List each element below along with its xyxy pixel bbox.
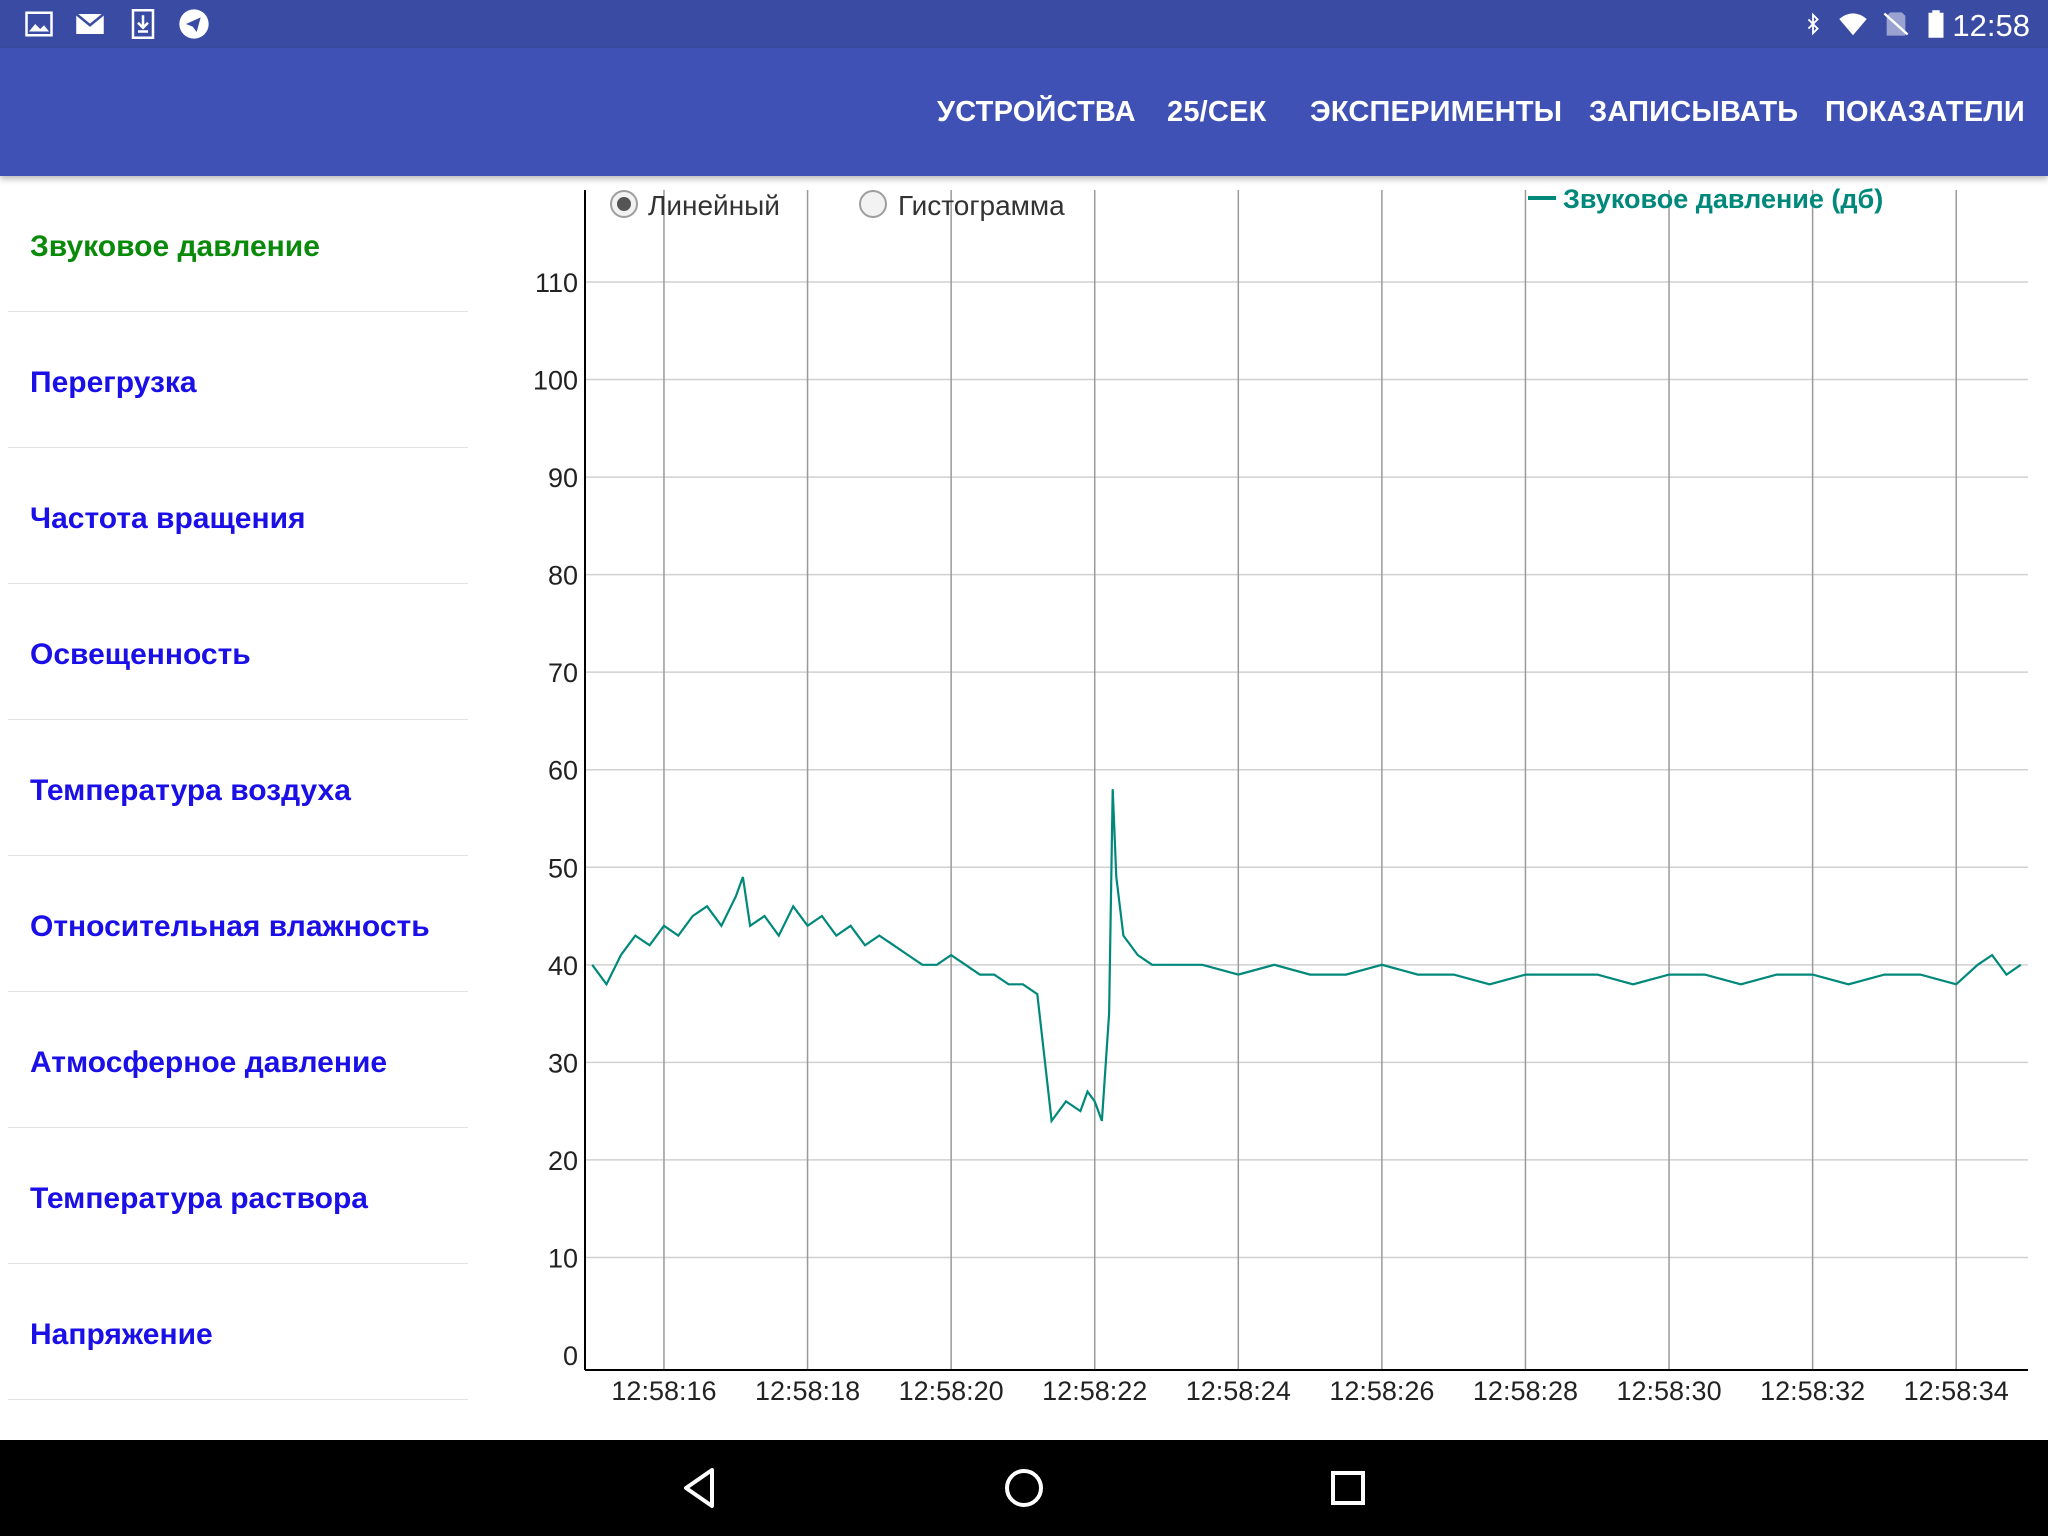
sidebar-item-label: Частота вращения (30, 502, 306, 535)
x-tick-label: 12:58:34 (1904, 1376, 2009, 1406)
sensor-list: Звуковое давление Перегрузка Частота вра… (8, 176, 468, 1400)
radio-histogram-control[interactable] (859, 190, 887, 218)
radio-linear[interactable]: Линейный (610, 190, 780, 221)
y-tick-label: 110 (535, 268, 578, 298)
sidebar-item-relative-humidity[interactable]: Относительная влажность (8, 856, 468, 992)
chart-legend: Звуковое давление (дб) (1528, 184, 1883, 214)
sidebar-item-label: Освещенность (30, 638, 251, 671)
sidebar-item-label: Температура воздуха (30, 774, 351, 807)
y-tick-label: 40 (548, 951, 578, 981)
bluetooth-icon (1807, 12, 1819, 36)
radio-linear-label: Линейный (648, 190, 780, 221)
legend-label: Звуковое давление (дб) (1563, 184, 1883, 214)
battery-icon (1928, 10, 1944, 38)
y-tick-label: 30 (548, 1048, 578, 1078)
y-tick-label: 100 (533, 366, 578, 396)
sidebar-item-sound-pressure[interactable]: Звуковое давление (8, 176, 468, 312)
back-button[interactable] (670, 1458, 730, 1518)
download-icon (131, 9, 155, 39)
recents-button[interactable] (1318, 1458, 1378, 1518)
radio-histogram-label: Гистограмма (898, 190, 1065, 221)
sidebar-item-illuminance[interactable]: Освещенность (8, 584, 468, 720)
x-tick-label: 12:58:30 (1616, 1376, 1721, 1406)
x-tick-label: 12:58:24 (1186, 1376, 1291, 1406)
sidebar-item-label: Температура раствора (30, 1182, 368, 1215)
sidebar-item-label: Атмосферное давление (30, 1046, 388, 1079)
app-bar: УСТРОЙСТВА 25/СЕК ЭКСПЕРИМЕНТЫ ЗАПИСЫВАТ… (0, 48, 2048, 176)
y-tick-labels: 0 10 20 30 40 50 60 70 80 90 100 110 (533, 268, 578, 1371)
sidebar-item-overload[interactable]: Перегрузка (8, 312, 468, 448)
image-icon (25, 11, 53, 37)
recents-icon (1331, 1471, 1365, 1505)
telegram-icon (179, 9, 209, 39)
x-tick-label: 12:58:32 (1760, 1376, 1865, 1406)
sidebar-item-label: Относительная влажность (30, 910, 430, 943)
radio-histogram[interactable]: Гистограмма (859, 190, 1065, 221)
y-tick-label: 70 (548, 658, 578, 688)
home-icon (1005, 1469, 1043, 1507)
sidebar-item-air-temperature[interactable]: Температура воздуха (8, 720, 468, 856)
sidebar-item-label: Звуковое давление (30, 230, 320, 263)
sidebar-item-label: Напряжение (30, 1318, 213, 1351)
status-bar: 12:58 (0, 0, 2048, 48)
sidebar-item-voltage[interactable]: Напряжение (8, 1264, 468, 1400)
menu-indicators[interactable]: ПОКАЗАТЕЛИ (1825, 96, 2025, 128)
sidebar-item-rotation-frequency[interactable]: Частота вращения (8, 448, 468, 584)
menu-rate[interactable]: 25/СЕК (1167, 96, 1267, 128)
x-tick-label: 12:58:26 (1329, 1376, 1434, 1406)
y-tick-label: 50 (548, 853, 578, 883)
home-button[interactable] (994, 1458, 1054, 1518)
chart-grid (585, 190, 2028, 1370)
menu-experiments[interactable]: ЭКСПЕРИМЕНТЫ (1310, 96, 1563, 128)
sidebar-item-atmospheric-pressure[interactable]: Атмосферное давление (8, 992, 468, 1128)
menu-devices[interactable]: УСТРОЙСТВА (937, 96, 1136, 128)
y-tick-label: 20 (548, 1146, 578, 1176)
sidebar-item-solution-temperature[interactable]: Температура раствора (8, 1128, 468, 1264)
x-tick-label: 12:58:28 (1473, 1376, 1578, 1406)
x-tick-label: 12:58:22 (1042, 1376, 1147, 1406)
x-tick-label: 12:58:18 (755, 1376, 860, 1406)
x-tick-label: 12:58:16 (611, 1376, 716, 1406)
series-line-sound-pressure (591, 789, 2022, 1124)
y-tick-label: 90 (548, 463, 578, 493)
radio-linear-dot (617, 197, 631, 211)
status-time: 12:58 (1952, 8, 2030, 43)
x-tick-label: 12:58:20 (899, 1376, 1004, 1406)
no-sim-icon (1883, 12, 1909, 36)
y-tick-label: 0 (563, 1341, 578, 1371)
mail-icon (75, 13, 105, 34)
wifi-icon (1839, 13, 1867, 36)
y-tick-label: 10 (548, 1243, 578, 1273)
sidebar-item-label: Перегрузка (30, 366, 197, 399)
chart-axes (584, 190, 2028, 1371)
back-icon (684, 1468, 714, 1508)
navigation-bar (0, 1440, 2048, 1536)
y-tick-label: 80 (548, 561, 578, 591)
y-tick-label: 60 (548, 756, 578, 786)
menu-record[interactable]: ЗАПИСЫВАТЬ (1589, 96, 1799, 128)
x-tick-labels: 12:58:16 12:58:18 12:58:20 12:58:22 12:58:24… (611, 1376, 2008, 1406)
